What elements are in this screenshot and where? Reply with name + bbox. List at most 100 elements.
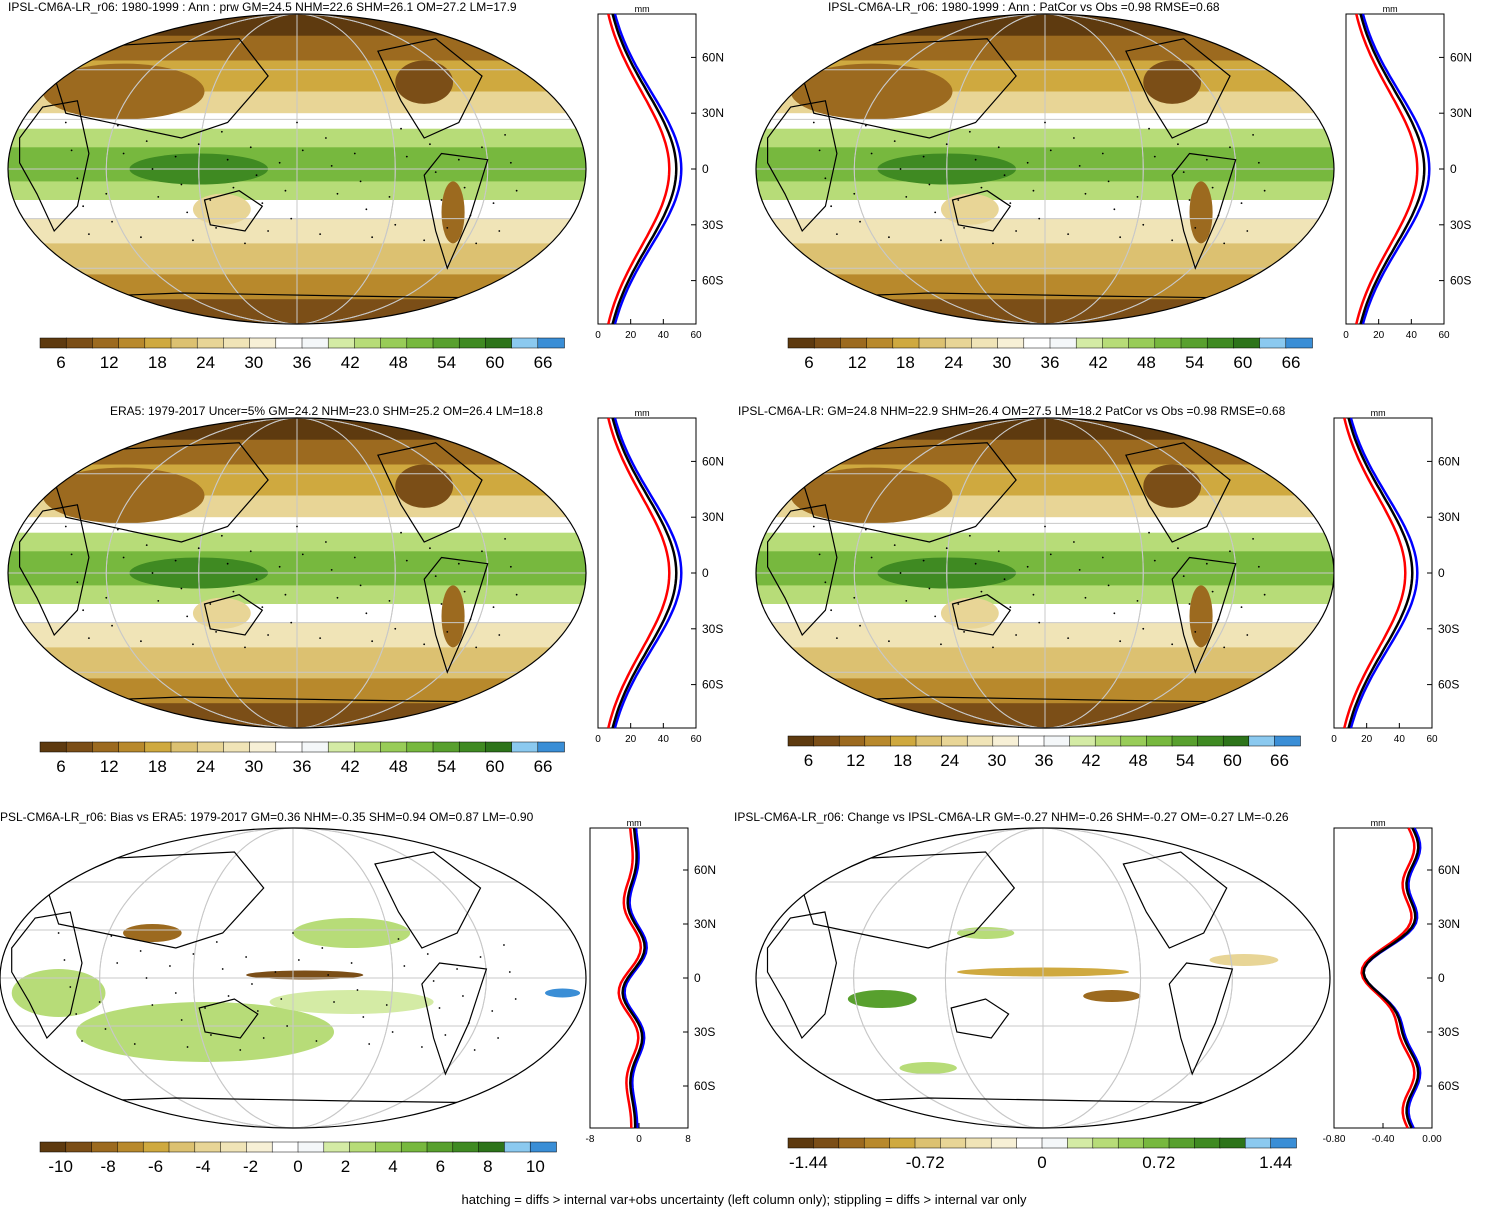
colorbar-tick: 12 — [100, 353, 119, 372]
colorbar-tick: 24 — [196, 757, 215, 776]
profile-ytick: 30S — [1450, 218, 1471, 232]
colorbar-tick: 6 — [804, 751, 813, 770]
profile-xtick: 8 — [685, 1134, 691, 1145]
colorbar-tick: 12 — [848, 353, 867, 372]
map-field — [756, 828, 1330, 1128]
colorbar-tick: 36 — [293, 353, 312, 372]
colorbar-tick: -1.44 — [789, 1153, 828, 1172]
colorbar-tick: -2 — [243, 1157, 258, 1176]
colorbar-tick: 60 — [485, 757, 504, 776]
profile-series-black — [1347, 417, 1414, 729]
colorbar-tick: 36 — [1041, 353, 1060, 372]
stippling — [57, 932, 517, 1051]
zonal-profile: mm 60N 30N 0 30S 60S -0.80 -0.40 0.00 — [1323, 818, 1460, 1145]
profile-series-red — [1360, 827, 1416, 1129]
colorbar-tick: -0.72 — [906, 1153, 945, 1172]
colorbar-tick: 54 — [1176, 751, 1195, 770]
profile-ytick: 60N — [702, 454, 724, 468]
panel-title: PSL-CM6A-LR_r06: Bias vs ERA5: 1979-2017… — [0, 810, 534, 824]
profile-series-red — [1343, 417, 1407, 729]
colorbar-tick: -10 — [48, 1157, 73, 1176]
colorbar-tick: 48 — [1129, 751, 1148, 770]
profile-series-blue — [1361, 13, 1431, 325]
profile-ytick: 60S — [1450, 274, 1471, 288]
colorbar-tick: 18 — [148, 353, 167, 372]
zonal-profile: mm 60N 30N 0 30S 60S 0 20 40 60 — [1331, 408, 1460, 745]
colorbar-tick: 42 — [1089, 353, 1108, 372]
zonal-profile: mm 60N 30N 0 30S 60S -8 0 8 — [586, 818, 716, 1145]
colorbar-tick: 18 — [896, 353, 915, 372]
profile-xtick: 20 — [1373, 330, 1385, 341]
profile-xtick: 60 — [1438, 330, 1450, 341]
profile-xtick: -8 — [586, 1134, 595, 1145]
profile-series-black — [611, 417, 678, 729]
profile-ytick: 60S — [694, 1079, 715, 1093]
colorbar-tick: 48 — [1137, 353, 1156, 372]
profile-ytick: 30S — [702, 218, 723, 232]
graticule — [756, 418, 1334, 728]
profile-unit: mm — [635, 408, 650, 418]
colorbar: -10 -8 -6 -4 -2 0 2 4 6 8 10 — [39, 1141, 557, 1176]
profile-ytick: 30S — [694, 1025, 715, 1039]
graticule — [756, 14, 1334, 324]
profile-ytick: 30N — [1450, 106, 1472, 120]
map-border — [755, 827, 1331, 1129]
colorbar-tick: -4 — [195, 1157, 210, 1176]
map-field — [0, 828, 586, 1128]
profile-series-blue — [623, 827, 648, 1129]
profile-ytick: 60S — [702, 274, 723, 288]
colorbar: 6 12 18 24 30 36 42 48 54 60 66 — [39, 741, 565, 776]
profile-unit: mm — [627, 818, 642, 828]
profile-ytick: 30N — [702, 510, 724, 524]
colorbar-tick: 42 — [341, 353, 360, 372]
colorbar-tick: 10 — [526, 1157, 545, 1176]
colorbar-tick: 36 — [293, 757, 312, 776]
zonal-profile: mm 60N 30N 0 30S 60S 0 20 40 60 — [595, 4, 724, 341]
profile-xtick: 0.00 — [1422, 1134, 1442, 1145]
colorbar-tick: 36 — [1035, 751, 1054, 770]
profile-xtick: 40 — [1406, 330, 1418, 341]
profile-xtick: 20 — [625, 734, 637, 745]
profile-series-black — [611, 13, 678, 325]
colorbar-tick: 2 — [341, 1157, 350, 1176]
profile-xtick: 20 — [625, 330, 637, 341]
colorbar-swatch — [529, 1141, 557, 1153]
colorbar-tick: 42 — [341, 757, 360, 776]
colorbar: 6 12 18 24 30 36 42 48 54 60 66 — [787, 735, 1301, 770]
colorbar-tick: 0 — [1037, 1153, 1046, 1172]
colorbar-swatch — [1244, 1137, 1272, 1149]
profile-ytick: 0 — [1450, 162, 1457, 176]
colorbar-swatch — [990, 1137, 1018, 1149]
figure-caption: hatching = diffs > internal var+obs unce… — [461, 1192, 1027, 1207]
colorbar-tick: 30 — [244, 757, 263, 776]
colorbar-swatch — [914, 1137, 942, 1149]
panel-title: IPSL-CM6A-LR_r06: 1980-1999 : Ann : PatC… — [828, 0, 1220, 14]
profile-ytick: 0 — [1438, 566, 1445, 580]
profile-ytick: 60S — [702, 678, 723, 692]
colorbar-tick: 8 — [483, 1157, 492, 1176]
profile-series-red — [607, 13, 671, 325]
colorbar-tick: 42 — [1082, 751, 1101, 770]
colorbar-tick: 54 — [437, 757, 456, 776]
colorbar-tick: 60 — [1223, 751, 1242, 770]
colorbar-tick: 54 — [1185, 353, 1204, 372]
colorbar-swatch — [1041, 1137, 1069, 1149]
colorbar-swatch — [838, 1137, 865, 1149]
colorbar-swatch — [813, 1137, 840, 1149]
panel-title: IPSL-CM6A-LR_r06: 1980-1999 : Ann : prw … — [8, 0, 517, 14]
stippling — [812, 121, 1266, 245]
colorbar-tick: 24 — [944, 353, 963, 372]
colorbar: 6 12 18 24 30 36 42 48 54 60 66 — [39, 337, 565, 372]
map-field — [8, 14, 586, 324]
map-field — [756, 418, 1334, 728]
profile-ytick: 30N — [1438, 510, 1460, 524]
colorbar-tick: -6 — [148, 1157, 163, 1176]
panel-title: IPSL-CM6A-LR: GM=24.8 NHM=22.9 SHM=26.4 … — [738, 404, 1286, 418]
stippling — [812, 525, 1266, 649]
map-border — [7, 13, 587, 325]
profile-unit: mm — [1371, 818, 1386, 828]
profile-ytick: 30S — [1438, 1025, 1459, 1039]
